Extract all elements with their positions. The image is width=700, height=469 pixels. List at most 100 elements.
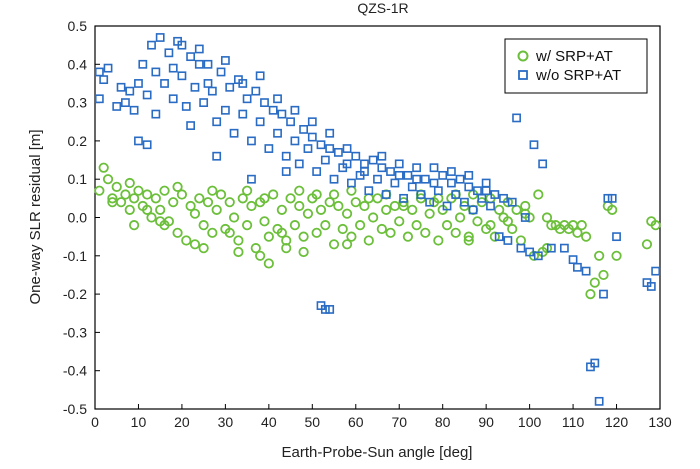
y-tick-label: 0.3 — [68, 95, 88, 111]
data-point-circle — [385, 227, 396, 238]
data-point-circle — [341, 208, 353, 219]
data-point-square — [186, 52, 196, 62]
data-point-square — [581, 266, 591, 276]
data-point-square — [147, 40, 156, 50]
y-tick-label: 0.0 — [68, 210, 88, 226]
data-point-square — [303, 144, 313, 153]
data-point-circle — [346, 185, 357, 196]
data-point-square — [129, 105, 139, 115]
data-point-square — [594, 396, 604, 406]
data-point-circle — [142, 204, 153, 215]
data-point-square — [546, 243, 556, 253]
data-point-square — [368, 155, 378, 165]
data-point-circle — [189, 208, 201, 219]
data-point-circle — [255, 250, 266, 261]
data-point-square — [507, 197, 517, 207]
data-point-circle — [328, 239, 340, 250]
data-point-square — [403, 170, 413, 180]
x-tick-label: 110 — [562, 414, 585, 430]
data-point-circle — [102, 174, 114, 185]
data-point-circle — [233, 246, 244, 258]
series-without-srp-at — [94, 33, 661, 406]
data-point-square — [281, 167, 291, 176]
data-point-square — [177, 71, 187, 81]
data-point-square — [325, 144, 335, 153]
data-point-circle — [641, 239, 653, 250]
data-point-square — [307, 117, 317, 127]
data-point-circle — [511, 204, 522, 215]
data-point-circle — [285, 193, 296, 204]
data-point-circle — [372, 193, 383, 204]
data-point-circle — [298, 231, 309, 242]
data-point-square — [242, 94, 252, 104]
data-point-circle — [394, 216, 405, 227]
x-tick-label: 60 — [348, 414, 364, 430]
data-point-circle — [598, 269, 609, 281]
legend-label-with-srp-at: w/ SRP+AT — [535, 48, 613, 65]
data-point-circle — [246, 200, 257, 212]
data-point-circle — [363, 235, 374, 246]
data-point-circle — [302, 208, 314, 219]
data-point-circle — [263, 231, 274, 242]
data-point-square — [464, 170, 474, 180]
data-point-circle — [185, 200, 196, 212]
data-point-circle — [463, 235, 474, 246]
data-point-circle — [159, 185, 170, 196]
data-point-circle — [124, 177, 135, 189]
data-point-circle — [576, 220, 587, 231]
data-point-square — [412, 174, 422, 184]
data-point-circle — [454, 212, 466, 223]
data-point-circle — [389, 200, 400, 212]
x-tick-label: 50 — [305, 414, 321, 430]
data-point-circle — [581, 231, 592, 242]
data-point-circle — [233, 235, 244, 246]
data-point-square — [494, 232, 504, 242]
data-point-square — [225, 82, 235, 92]
data-point-circle — [172, 181, 183, 192]
data-point-circle — [594, 250, 605, 261]
data-point-square — [203, 59, 213, 69]
data-point-square — [134, 136, 143, 146]
x-tick-label: 70 — [391, 414, 407, 430]
data-point-square — [464, 182, 474, 192]
data-point-square — [516, 243, 526, 253]
data-point-square — [273, 94, 282, 104]
data-point-square — [377, 163, 387, 173]
data-point-square — [103, 63, 113, 73]
data-point-square — [203, 79, 213, 88]
data-point-square — [329, 174, 339, 184]
data-point-circle — [433, 235, 444, 246]
data-point-circle — [224, 227, 235, 238]
y-tick-label: 0.2 — [68, 133, 88, 149]
data-point-square — [377, 151, 387, 161]
data-point-circle — [98, 162, 109, 173]
data-point-square — [299, 125, 309, 134]
data-point-square — [238, 79, 248, 88]
data-point-circle — [515, 235, 527, 246]
x-tick-label: 40 — [261, 414, 277, 430]
data-point-square — [360, 167, 369, 176]
data-point-square — [94, 67, 104, 77]
data-point-circle — [237, 193, 248, 204]
data-point-square — [229, 128, 239, 138]
legend-label-without-srp-at: w/o SRP+AT — [535, 67, 621, 84]
data-point-circle — [650, 220, 661, 231]
data-point-circle — [298, 246, 309, 258]
data-point-circle — [276, 204, 287, 215]
data-point-circle — [315, 204, 327, 215]
x-tick-label: 130 — [648, 414, 672, 430]
x-tick-label: 20 — [174, 414, 190, 430]
data-point-square — [207, 86, 217, 96]
data-point-circle — [328, 189, 340, 200]
data-point-circle — [242, 220, 253, 231]
data-point-circle — [463, 231, 474, 242]
data-point-square — [286, 117, 295, 127]
data-point-square — [416, 190, 426, 199]
data-point-circle — [215, 189, 227, 200]
data-point-circle — [472, 216, 483, 227]
data-point-square — [320, 155, 330, 165]
data-point-square — [438, 170, 448, 180]
data-point-square — [94, 94, 104, 104]
data-point-square — [386, 167, 395, 176]
y-axis-label: One-way SLR residual [m] — [27, 129, 44, 304]
